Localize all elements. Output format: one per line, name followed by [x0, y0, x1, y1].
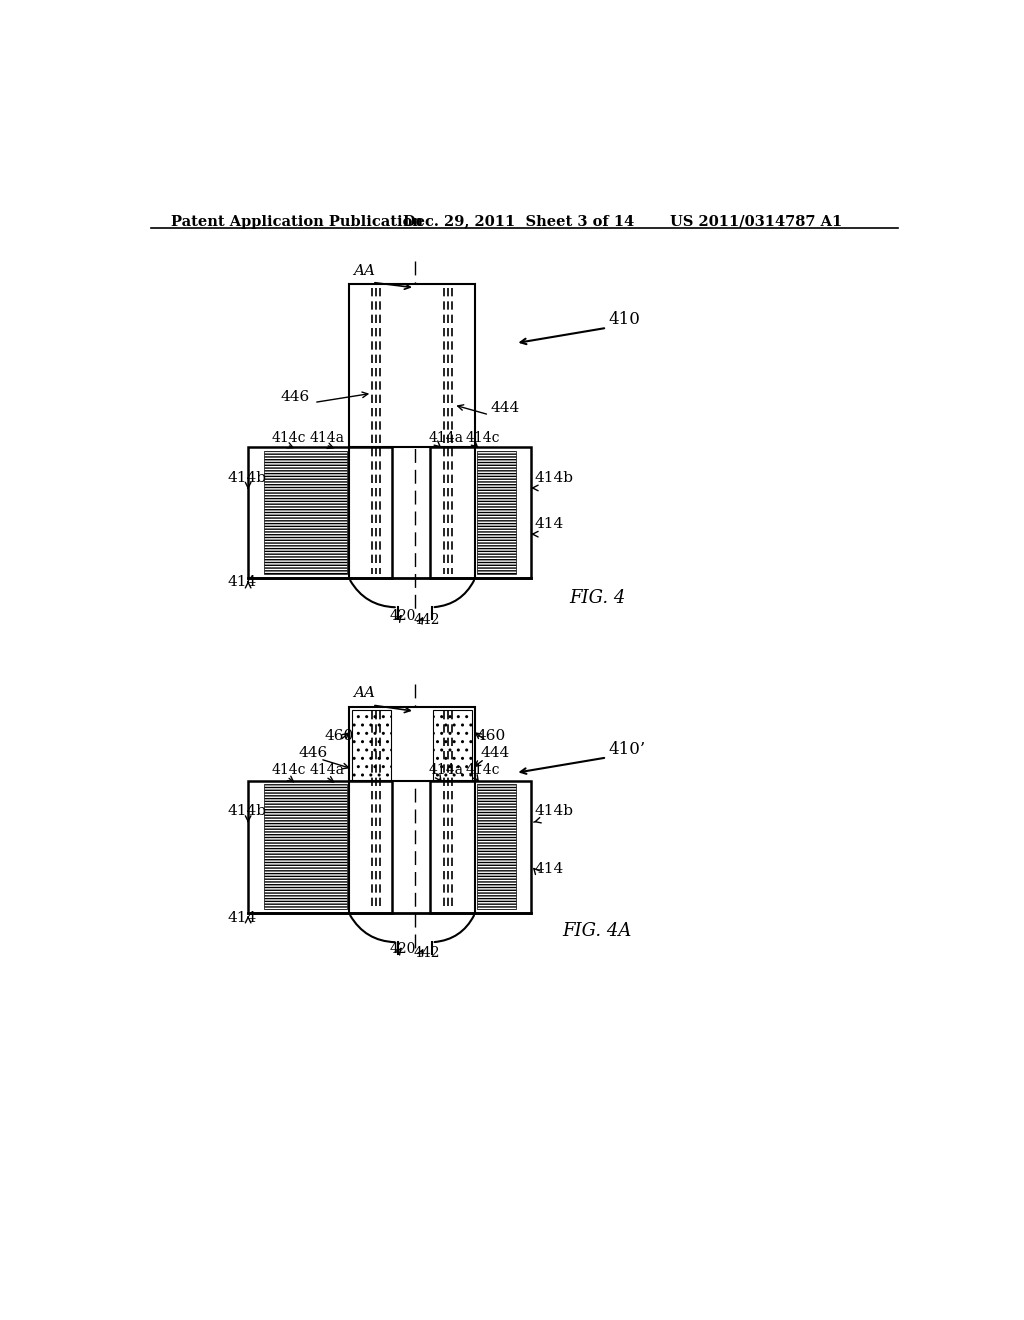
Bar — [477, 451, 515, 574]
Text: FIG. 4A: FIG. 4A — [562, 923, 632, 940]
Text: 414a: 414a — [429, 763, 464, 777]
Text: 444: 444 — [490, 401, 520, 416]
Text: 420: 420 — [390, 610, 417, 623]
Text: AA: AA — [352, 685, 375, 700]
Text: 460: 460 — [324, 729, 353, 743]
Text: 414: 414 — [535, 862, 564, 876]
Text: 414: 414 — [227, 911, 256, 925]
Text: 444: 444 — [480, 747, 510, 760]
Text: FIG. 4: FIG. 4 — [569, 589, 626, 607]
Text: 414a: 414a — [429, 430, 464, 445]
Text: 414c: 414c — [271, 763, 306, 777]
Text: 446: 446 — [281, 389, 310, 404]
Text: 460: 460 — [477, 729, 506, 743]
Text: Dec. 29, 2011  Sheet 3 of 14: Dec. 29, 2011 Sheet 3 of 14 — [403, 215, 635, 228]
Text: US 2011/0314787 A1: US 2011/0314787 A1 — [671, 215, 843, 228]
Text: 442: 442 — [414, 946, 439, 960]
Text: Patent Application Publication: Patent Application Publication — [171, 215, 423, 228]
Text: 414: 414 — [227, 574, 256, 589]
Bar — [349, 284, 475, 447]
Bar — [430, 780, 531, 913]
Bar — [248, 780, 391, 913]
Bar — [477, 784, 515, 909]
Text: 414: 414 — [535, 517, 564, 531]
Text: 414b: 414b — [535, 804, 573, 818]
Bar — [349, 708, 475, 780]
Text: AA: AA — [352, 264, 375, 277]
Text: 410: 410 — [608, 312, 640, 327]
Bar — [263, 451, 347, 574]
Text: 414c: 414c — [465, 763, 500, 777]
Bar — [433, 710, 472, 780]
Text: 414c: 414c — [271, 430, 306, 445]
Bar — [352, 710, 391, 780]
Text: 414b: 414b — [227, 471, 266, 484]
Text: 414b: 414b — [227, 804, 266, 818]
Text: 446: 446 — [299, 747, 328, 760]
Text: 414a: 414a — [309, 763, 344, 777]
Text: 420: 420 — [390, 942, 417, 956]
Bar — [430, 447, 531, 578]
Bar — [248, 447, 391, 578]
Text: 414a: 414a — [309, 430, 344, 445]
Text: 414b: 414b — [535, 471, 573, 484]
Text: 414c: 414c — [465, 430, 500, 445]
Bar — [263, 784, 347, 909]
Text: 410’: 410’ — [608, 741, 646, 758]
Text: 442: 442 — [414, 614, 439, 627]
